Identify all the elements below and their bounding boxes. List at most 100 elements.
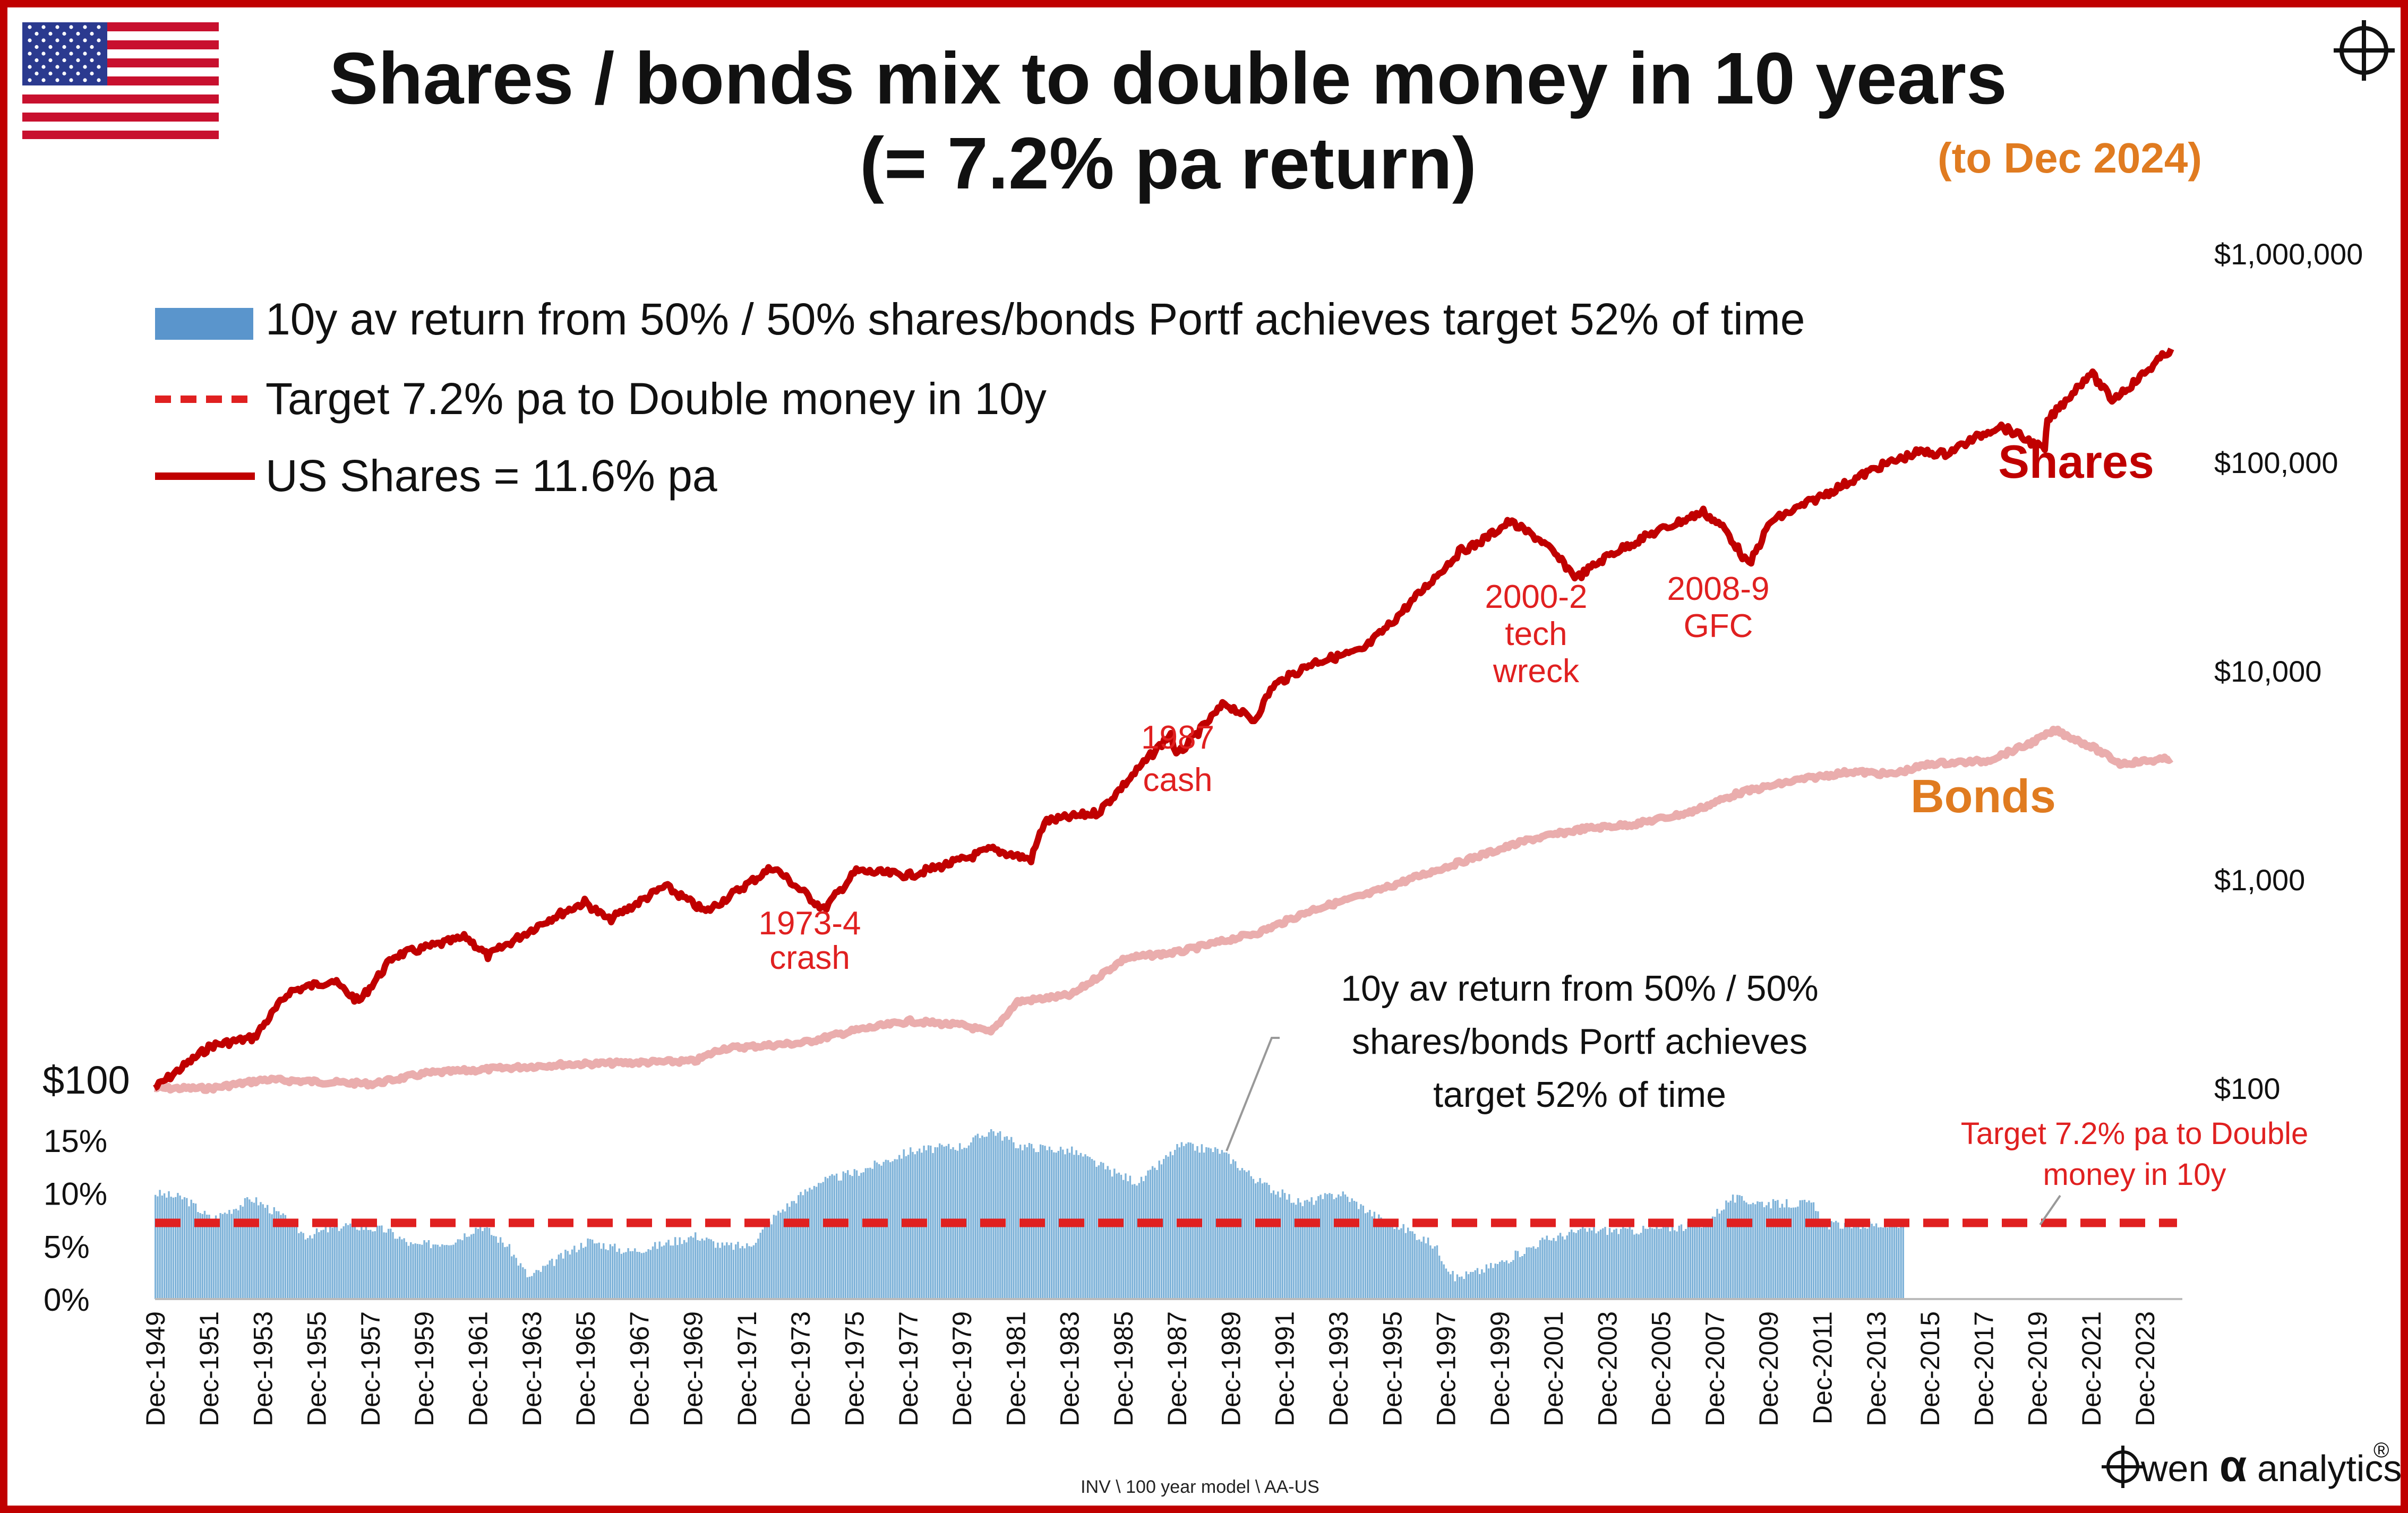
bar	[885, 1159, 887, 1299]
bar	[163, 1193, 166, 1299]
bar	[390, 1228, 392, 1299]
bar	[379, 1225, 381, 1299]
bar	[1821, 1225, 1824, 1299]
bar	[1750, 1204, 1752, 1299]
bar	[1082, 1156, 1084, 1299]
bar	[1205, 1147, 1207, 1299]
bar	[1761, 1201, 1763, 1299]
bar	[1887, 1227, 1889, 1299]
bar	[1649, 1227, 1651, 1299]
bar	[1674, 1230, 1676, 1299]
x-tick-label: Dec-2011	[1808, 1311, 1838, 1424]
bar	[197, 1212, 199, 1299]
bar	[1369, 1210, 1371, 1299]
bar	[840, 1180, 842, 1299]
bar	[800, 1192, 802, 1299]
bar	[361, 1226, 363, 1299]
x-tick-label: Dec-2013	[1862, 1311, 1891, 1426]
bar	[452, 1244, 455, 1299]
brand-text-alpha: α	[2220, 1441, 2247, 1491]
bar	[798, 1195, 800, 1299]
bar	[748, 1246, 750, 1299]
x-tick-label: Dec-1957	[356, 1311, 385, 1426]
bar	[1602, 1228, 1604, 1299]
bar	[349, 1223, 352, 1299]
bar	[661, 1246, 663, 1299]
bar	[1846, 1220, 1848, 1299]
bar	[1429, 1245, 1432, 1299]
bar	[1055, 1153, 1057, 1299]
bar	[427, 1240, 430, 1299]
bar	[322, 1230, 324, 1299]
bar	[936, 1147, 939, 1299]
brand-text-post: analytics	[2257, 1448, 2402, 1489]
bar	[880, 1165, 882, 1299]
bar	[537, 1270, 539, 1299]
bar	[1237, 1168, 1239, 1299]
bar	[1490, 1263, 1492, 1299]
bar	[495, 1236, 497, 1299]
x-tick-label: Dec-2005	[1647, 1311, 1676, 1426]
bar	[1705, 1223, 1707, 1299]
bar	[461, 1240, 464, 1299]
bar	[370, 1230, 372, 1299]
bar	[1895, 1226, 1898, 1299]
bar	[1272, 1190, 1275, 1299]
bar	[1819, 1220, 1821, 1299]
bar	[1855, 1220, 1857, 1299]
bar	[333, 1226, 336, 1299]
bar	[430, 1248, 432, 1299]
bar	[1687, 1221, 1689, 1299]
bar	[1239, 1170, 1241, 1299]
chart-title-line1: Shares / bonds mix to double money in 10…	[329, 38, 2007, 119]
bar	[260, 1202, 262, 1299]
bar	[1503, 1262, 1505, 1299]
bar	[262, 1204, 264, 1299]
bar	[1573, 1232, 1575, 1299]
bar	[1463, 1279, 1465, 1299]
shares-line	[153, 347, 2174, 1091]
bar	[513, 1254, 515, 1299]
bar	[1727, 1202, 1729, 1299]
bar	[1586, 1232, 1588, 1299]
bar	[1871, 1224, 1873, 1299]
bar	[194, 1203, 197, 1299]
x-tick-label: Dec-2007	[1700, 1311, 1730, 1426]
bar	[1167, 1156, 1169, 1299]
bar	[741, 1246, 743, 1299]
bar	[1351, 1198, 1353, 1299]
bar	[1472, 1271, 1474, 1299]
bar	[1882, 1227, 1884, 1299]
bar	[488, 1228, 491, 1299]
bar	[295, 1224, 298, 1299]
bar	[1288, 1194, 1290, 1299]
bar	[1718, 1213, 1720, 1299]
bar	[327, 1232, 329, 1299]
bar	[519, 1263, 522, 1299]
x-tick-label: Dec-1991	[1270, 1311, 1300, 1426]
svg-text:2000-2: 2000-2	[1485, 579, 1587, 615]
bar	[1261, 1183, 1264, 1299]
callout-bars: 10y av return from 50% / 50% shares/bond…	[1226, 968, 1819, 1151]
bar	[894, 1159, 896, 1299]
bar	[1898, 1227, 1900, 1299]
bar	[535, 1270, 537, 1299]
bar	[1671, 1226, 1674, 1299]
bar	[1461, 1276, 1463, 1299]
bar	[1606, 1235, 1608, 1299]
bar	[530, 1276, 533, 1299]
bar	[1452, 1271, 1454, 1299]
bar	[1770, 1208, 1772, 1299]
bar	[258, 1205, 260, 1299]
bar	[1104, 1169, 1107, 1299]
bar	[356, 1230, 358, 1299]
bar	[1004, 1137, 1006, 1299]
bar	[755, 1243, 757, 1299]
bar	[1539, 1240, 1541, 1299]
bar	[685, 1242, 688, 1299]
x-tick-label: Dec-1985	[1109, 1311, 1138, 1426]
bar	[1864, 1227, 1866, 1299]
bar	[190, 1199, 192, 1299]
crosshair-logo-icon	[2334, 20, 2395, 81]
bar	[656, 1249, 658, 1299]
